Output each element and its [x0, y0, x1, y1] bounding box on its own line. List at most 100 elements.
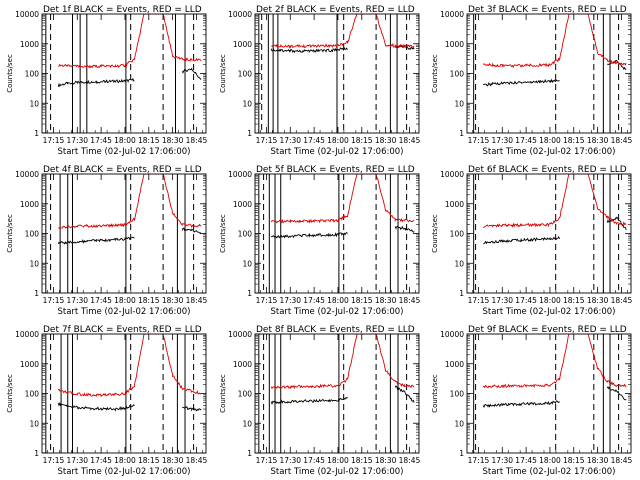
plot-area	[473, 174, 627, 293]
y-axis-label: Counts/sec	[6, 374, 14, 413]
plot-frame	[466, 173, 632, 294]
y-tick-label: 1	[247, 289, 252, 298]
detector-panel-2: Det 2f BLACK = Events, RED = LLD Counts/s…	[219, 5, 420, 157]
events-series-line	[482, 235, 560, 245]
y-tick-label: 10000	[15, 170, 39, 179]
x-tick-label: 17:15	[256, 296, 278, 305]
x-axis-label: Start Time (02-Jul-02 17:06:00)	[271, 467, 404, 477]
lld-series-line	[482, 14, 627, 69]
x-tick-label: 18:45	[186, 456, 208, 465]
x-tick-label: 18:15	[138, 296, 160, 305]
x-tick-label: 18:00	[327, 296, 349, 305]
plot-area	[473, 14, 627, 133]
y-tick-label: 1	[247, 449, 252, 458]
plot-frame	[466, 13, 632, 134]
events-series-line	[270, 231, 348, 239]
plot-frame	[41, 13, 207, 134]
x-tick-label: 17:15	[43, 456, 65, 465]
x-tick-label: 18:15	[563, 136, 585, 145]
events-series-line	[182, 406, 202, 412]
x-tick-label: 17:45	[90, 456, 112, 465]
x-tick-label: 18:00	[539, 456, 561, 465]
panel-title: Det 2f BLACK = Events, RED = LLD	[256, 5, 415, 15]
x-tick-label: 18:45	[611, 296, 633, 305]
y-tick-label: 10000	[440, 330, 464, 339]
x-tick-label: 17:45	[303, 296, 325, 305]
x-tick-label: 17:15	[256, 136, 278, 145]
x-tick-label: 18:45	[611, 456, 633, 465]
y-tick-label: 1000	[233, 40, 252, 49]
lld-series-line	[270, 174, 415, 224]
y-axis-label: Counts/sec	[431, 214, 439, 253]
events-series-line	[394, 385, 415, 403]
detector-panel-6: Det 6f BLACK = Events, RED = LLD Counts/s…	[431, 165, 632, 317]
y-tick-label: 1	[34, 129, 39, 138]
x-tick-label: 18:00	[327, 136, 349, 145]
x-axis-label: Start Time (02-Jul-02 17:06:00)	[271, 307, 404, 317]
y-tick-label: 1000	[20, 40, 39, 49]
x-tick-label: 18:45	[399, 296, 421, 305]
x-tick-label: 17:15	[468, 296, 490, 305]
y-tick-label: 100	[450, 70, 465, 79]
lld-series-line	[270, 334, 415, 390]
y-tick-label: 1	[459, 129, 464, 138]
y-tick-label: 1000	[20, 200, 39, 209]
lld-series-line	[57, 334, 202, 397]
events-series-line	[606, 385, 627, 401]
lld-series-line	[483, 174, 627, 228]
y-axis-label: Counts/sec	[6, 214, 14, 253]
y-tick-label: 10000	[228, 330, 252, 339]
y-tick-label: 10000	[440, 10, 464, 19]
x-tick-label: 17:15	[468, 456, 490, 465]
events-series-line	[270, 46, 348, 54]
x-axis-label: Start Time (02-Jul-02 17:06:00)	[58, 467, 191, 477]
x-tick-label: 18:15	[138, 456, 160, 465]
y-tick-label: 10	[29, 259, 39, 268]
y-axis-label: Counts/sec	[219, 374, 227, 413]
y-tick-label: 10	[242, 259, 252, 268]
events-series-line	[57, 77, 135, 88]
x-tick-label: 17:15	[43, 136, 65, 145]
y-tick-label: 10000	[15, 10, 39, 19]
y-tick-label: 100	[25, 230, 40, 239]
events-series-line	[181, 227, 202, 234]
x-axis-label: Start Time (02-Jul-02 17:06:00)	[58, 147, 191, 157]
panel-title: Det 5f BLACK = Events, RED = LLD	[256, 165, 415, 175]
plot-frame	[254, 13, 420, 134]
y-tick-label: 10	[29, 419, 39, 428]
panel-title: Det 7f BLACK = Events, RED = LLD	[43, 325, 202, 335]
detector-panel-7: Det 7f BLACK = Events, RED = LLD Counts/s…	[6, 325, 207, 477]
y-tick-label: 100	[25, 390, 40, 399]
x-tick-label: 18:15	[563, 456, 585, 465]
x-tick-label: 18:45	[611, 136, 633, 145]
plot-area	[45, 14, 202, 133]
y-tick-label: 10	[454, 99, 464, 108]
panel-title: Det 8f BLACK = Events, RED = LLD	[256, 325, 415, 335]
x-tick-label: 17:30	[279, 136, 301, 145]
events-series-line	[270, 396, 348, 406]
x-tick-label: 18:45	[186, 296, 208, 305]
x-tick-label: 17:30	[66, 456, 88, 465]
x-tick-label: 17:30	[66, 136, 88, 145]
x-tick-label: 17:45	[515, 296, 537, 305]
x-tick-label: 17:45	[303, 456, 325, 465]
y-tick-label: 10	[242, 99, 252, 108]
lld-series-line	[482, 334, 627, 389]
lld-series-line	[271, 14, 415, 49]
x-axis-label: Start Time (02-Jul-02 17:06:00)	[58, 307, 191, 317]
y-tick-label: 10	[454, 259, 464, 268]
x-tick-label: 18:00	[114, 456, 136, 465]
x-tick-label: 18:15	[351, 296, 373, 305]
plot-area	[45, 174, 202, 293]
y-tick-label: 1	[247, 129, 252, 138]
plot-area	[258, 334, 415, 453]
x-axis-label: Start Time (02-Jul-02 17:06:00)	[271, 147, 404, 157]
y-axis-label: Counts/sec	[431, 374, 439, 413]
detector-panel-4: Det 4f BLACK = Events, RED = LLD Counts/s…	[6, 165, 207, 317]
x-tick-label: 18:30	[587, 456, 609, 465]
y-tick-label: 1000	[233, 200, 252, 209]
plot-frame	[41, 173, 207, 294]
events-series-line	[394, 225, 415, 233]
y-tick-label: 10	[242, 419, 252, 428]
events-series-line	[57, 236, 135, 245]
